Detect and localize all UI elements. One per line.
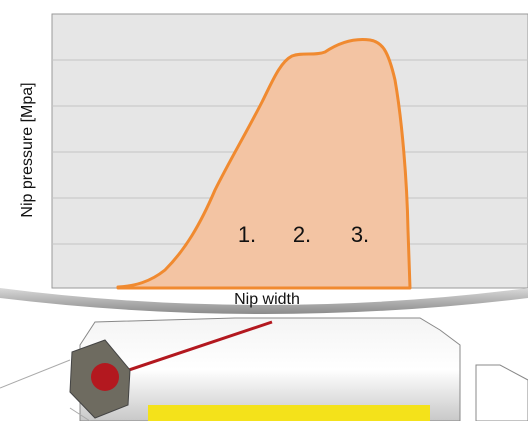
zone-label: 3. (351, 222, 369, 247)
x-axis-label: Nip width (234, 291, 300, 308)
diagram: Nip pressure [Mpa] 1. 2. 3. Nip width (0, 0, 528, 421)
zone-label: 1. (238, 222, 256, 247)
hydraulic-unit (148, 405, 430, 421)
housing (476, 365, 528, 421)
guide-line (0, 360, 70, 388)
zone-label: 2. (293, 222, 311, 247)
y-axis-label: Nip pressure [Mpa] (19, 82, 36, 217)
pivot (91, 363, 119, 391)
